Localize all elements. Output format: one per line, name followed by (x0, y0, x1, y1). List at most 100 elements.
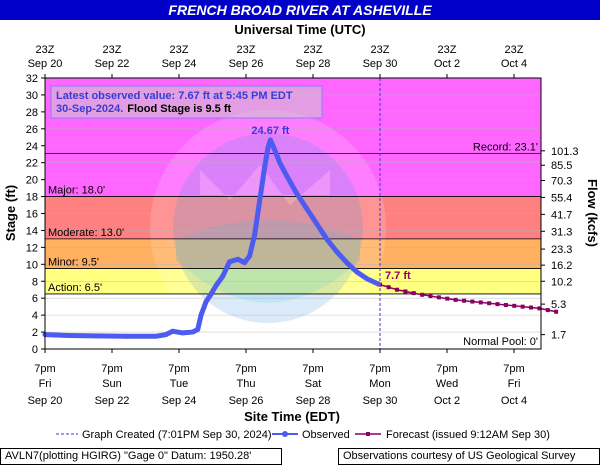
time-tick-hour: 7pm (369, 363, 390, 375)
legend-forecast: Forecast (issued 9:12AM Sep 30) (386, 429, 550, 441)
flow-tick-label: 41.7 (551, 209, 572, 221)
annotation-label: 24.67 ft (251, 125, 289, 137)
band-normal (45, 293, 541, 349)
right-axis-title: Flow (kcfs) (585, 179, 600, 247)
utc-tick-time: 23Z (237, 44, 256, 56)
time-tick-hour: 7pm (101, 363, 122, 375)
stage-tick-label: 8 (32, 276, 38, 288)
time-tick-date: Oct 2 (434, 395, 460, 407)
forecast-point (503, 302, 508, 307)
time-tick-date: Oct 4 (501, 395, 527, 407)
utc-tick-date: Sep 24 (162, 58, 197, 70)
stage-tick-label: 6 (32, 293, 38, 305)
observed-point (344, 260, 350, 266)
time-tick-date: Sep 30 (363, 395, 398, 407)
flow-tick-label: 5.3 (551, 299, 566, 311)
utc-tick-time: 23Z (304, 44, 323, 56)
latest-observation-date: 30-Sep-2024. Flood Stage is 9.5 ft (56, 103, 232, 115)
grid-lines (45, 78, 541, 349)
time-tick-hour: 7pm (235, 363, 256, 375)
utc-tick-time: 23Z (371, 44, 390, 56)
observed-point (271, 145, 277, 150)
observed-point (247, 253, 253, 259)
stage-tick-label: 20 (26, 175, 38, 187)
observed-point (163, 332, 169, 338)
threshold-label-major: Major: 18.0' (48, 185, 105, 197)
observed-point (93, 333, 98, 339)
forecast-point (395, 287, 400, 292)
observed-point (375, 281, 381, 287)
time-tick-date: Sep 24 (162, 395, 197, 407)
legend-graph-created: Graph Created (7:01PM Sep 30, 2024) (82, 429, 272, 441)
utc-tick-date: Oct 4 (501, 58, 527, 70)
time-tick-day: Wed (436, 378, 458, 390)
time-tick-hour: 7pm (168, 363, 189, 375)
forecast-point (386, 285, 391, 290)
observed-point (257, 198, 263, 204)
observed-point (208, 291, 214, 297)
utc-tick-time: 23Z (36, 44, 55, 56)
observed-point (170, 328, 175, 334)
observed-point (153, 333, 159, 339)
flood-stage-note: Flood Stage is 9.5 ft (127, 103, 231, 115)
legend: Graph Created (7:01PM Sep 30, 2024) Obse… (56, 429, 550, 441)
stage-tick-label: 30 (26, 90, 38, 102)
forecast-point (445, 296, 450, 301)
stage-tick-label: 18 (26, 192, 38, 204)
stage-tick-label: 14 (26, 225, 38, 237)
observed-point (334, 249, 340, 255)
stage-tick-label: 4 (32, 310, 38, 322)
time-tick-date: Sep 20 (28, 395, 63, 407)
forecast-line (379, 283, 557, 313)
latest-observation-box: Latest observed value: 7.67 ft at 5:45 P… (50, 85, 323, 119)
top-axis-title: Universal Time (UTC) (234, 22, 365, 37)
time-tick-hour: 7pm (503, 363, 524, 375)
time-tick-hour: 7pm (34, 363, 55, 375)
time-tick-day: Thu (237, 378, 256, 390)
threshold-label-moderate: Moderate: 13.0' (48, 227, 124, 239)
forecast-point (428, 294, 433, 299)
time-tick-date: Sep 26 (229, 395, 264, 407)
source-footer: Observations courtesy of US Geological S… (338, 448, 600, 465)
utc-tick-date: Oct 2 (434, 58, 460, 70)
time-tick-day: Sat (305, 378, 322, 390)
utc-tick-time: 23Z (505, 44, 524, 56)
utc-tick-date: Sep 26 (229, 58, 264, 70)
flow-tick-label: 1.7 (551, 330, 566, 342)
observation-date: 30-Sep-2024. (56, 103, 123, 115)
stage-tick-label: 10 (26, 259, 38, 271)
observed-point (304, 206, 309, 211)
forecast-point (512, 303, 517, 308)
latest-observation-line: Latest observed value: 7.67 ft at 5:45 P… (56, 90, 293, 102)
forecast-point (403, 289, 408, 294)
utc-tick-date: Sep 30 (363, 58, 398, 70)
stage-tick-label: 16 (26, 209, 38, 221)
time-tick-hour: 7pm (302, 363, 323, 375)
left-axis-title: Stage (ft) (3, 185, 18, 241)
band-minor (45, 238, 541, 269)
observed-point (277, 160, 283, 166)
forecast-point (529, 305, 534, 310)
stage-tick-label: 32 (26, 73, 38, 85)
forecast-point (554, 309, 559, 314)
observed-point (180, 330, 186, 336)
series-layer: 24.67 ft 7.7 ft (42, 125, 559, 339)
flow-tick-label: 101.3 (551, 146, 579, 158)
flow-tick-label: 10.2 (551, 276, 572, 288)
observed-point (294, 190, 299, 196)
time-tick-day: Mon (369, 378, 390, 390)
observed-point (213, 283, 219, 288)
band-moderate (45, 196, 541, 239)
forecast-point (470, 299, 475, 304)
datum-footer: AVLN7(plotting HGIRG) "Gage 0" Datum: 19… (0, 448, 282, 465)
flow-tick-label: 70.3 (551, 175, 572, 187)
time-tick-day: Fri (39, 378, 52, 390)
observed-point (203, 299, 209, 304)
utc-axis: 23Z Sep 20 23Z Sep 22 23Z Sep 24 23Z Sep 26 23Z S… (28, 44, 527, 78)
bottom-axis-title: Site Time (EDT) (244, 409, 340, 424)
time-tick-hour: 7pm (436, 363, 457, 375)
utc-tick-time: 23Z (438, 44, 457, 56)
observed-point (66, 333, 72, 338)
title-bar (0, 0, 600, 20)
